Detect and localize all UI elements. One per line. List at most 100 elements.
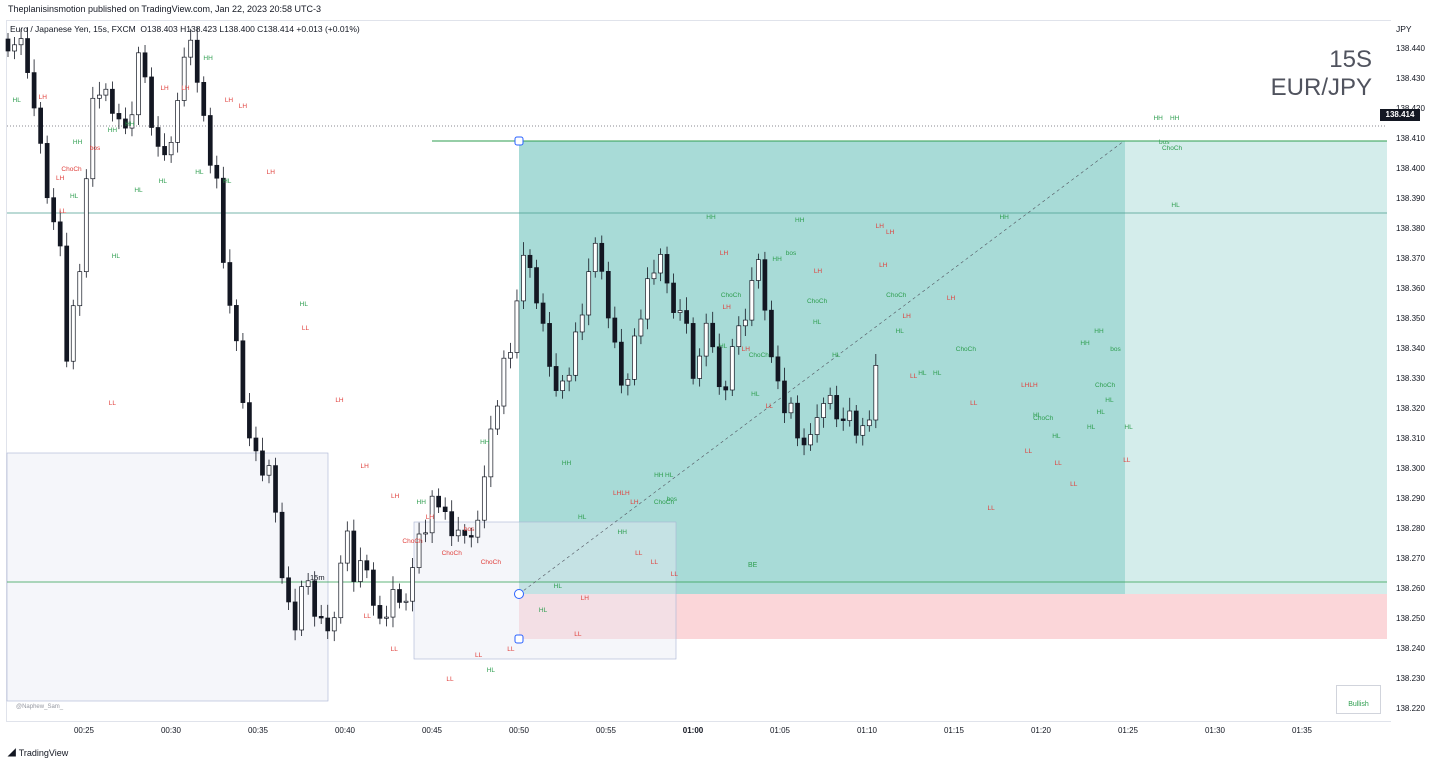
structure-label-choch: ChoCh <box>402 538 423 545</box>
candle-body <box>462 529 468 536</box>
target-zone-extension <box>1125 141 1387 594</box>
candle-body <box>742 319 748 327</box>
structure-label-ll: LL <box>302 325 310 332</box>
candle-body <box>632 335 637 380</box>
structure-label-bos: bos <box>90 145 101 152</box>
candle-body <box>658 254 663 274</box>
structure-label-ll: LL <box>109 400 117 407</box>
structure-label-choch: ChoCh <box>1162 145 1183 152</box>
candle-body <box>90 97 96 180</box>
y-tick-label: 138.400 <box>1396 164 1425 173</box>
candle-body <box>788 402 794 414</box>
structure-label-ll: LL <box>364 613 372 620</box>
x-tick-label: 01:30 <box>1205 726 1226 735</box>
tradingview-logo[interactable]: ◢ TradingView <box>8 747 68 758</box>
symbol-name: Euro / Japanese Yen, 15s, FXCM <box>10 24 136 34</box>
structure-label-bos: bos <box>1159 139 1170 146</box>
candle-body <box>247 402 252 439</box>
structure-label-hh: HH <box>618 529 628 536</box>
symbol-watermark: 15S EUR/JPY <box>1271 46 1372 102</box>
candle-body <box>645 278 650 320</box>
candle-body <box>521 254 526 302</box>
y-tick-label: 138.410 <box>1396 134 1425 143</box>
candle-body <box>351 530 357 582</box>
candle-body <box>638 318 644 337</box>
candle-body <box>573 331 579 376</box>
candle-body <box>83 178 89 273</box>
structure-label-hl: HL <box>487 667 496 674</box>
candle-body <box>168 142 174 156</box>
structure-label-lh: LH <box>903 313 912 320</box>
x-tick-label: 01:00 <box>683 726 704 735</box>
structure-label-lh: LH <box>876 223 885 230</box>
candle-body <box>429 495 435 534</box>
x-tick-label: 00:50 <box>509 726 530 735</box>
structure-label-ll: LL <box>970 400 978 407</box>
trade-handle <box>514 136 524 146</box>
candle-body <box>605 271 611 319</box>
candle-body <box>253 437 259 452</box>
structure-label-hl: HL <box>1052 433 1061 440</box>
structure-label-ll: LL <box>1054 460 1062 467</box>
structure-label-lh: LH <box>239 103 248 110</box>
candle-body <box>155 127 161 147</box>
candle-body <box>397 589 402 603</box>
candle-body <box>736 325 742 347</box>
structure-label-hh: HH <box>562 460 572 467</box>
x-tick-label: 01:05 <box>770 726 791 735</box>
structure-label-hl: HL <box>554 583 563 590</box>
structure-label-choch: ChoCh <box>654 499 675 506</box>
candle-body <box>149 76 154 128</box>
candle-body <box>331 617 337 632</box>
candle-body <box>299 586 304 631</box>
candle-body <box>57 221 63 247</box>
candle-body <box>188 39 194 58</box>
structure-label-lh: LH <box>630 499 639 506</box>
breakeven-label: BE <box>748 562 758 569</box>
x-tick-label: 01:25 <box>1118 726 1139 735</box>
structure-label-bos: bos <box>786 250 797 257</box>
structure-label-bos: bos <box>667 496 678 503</box>
candle-body <box>710 322 716 348</box>
candle-body <box>96 94 102 99</box>
structure-label-lh: LH <box>886 229 895 236</box>
candle-body <box>103 88 109 96</box>
x-tick-label: 01:15 <box>944 726 965 735</box>
candle-body <box>266 465 272 476</box>
structure-label-hl: HL <box>918 370 927 377</box>
structure-label-hh: HH <box>1153 115 1163 122</box>
tradingview-logo-text: TradingView <box>18 747 69 758</box>
y-tick-label: 138.290 <box>1396 494 1425 503</box>
stop-zone <box>519 594 1387 639</box>
structure-label-bos: bos <box>464 526 475 533</box>
structure-label-hh: HH <box>1170 115 1180 122</box>
candle-body <box>514 300 520 353</box>
structure-label-hl: HL <box>1171 202 1180 209</box>
structure-label-lh: LH <box>160 85 169 92</box>
candle-body <box>664 254 670 284</box>
candle-body <box>305 580 311 587</box>
x-tick-label: 00:55 <box>596 726 617 735</box>
candle-body <box>70 305 76 362</box>
structure-label-ll: LL <box>635 550 643 557</box>
structure-label-hh: HH <box>203 55 213 62</box>
x-tick-label: 00:25 <box>74 726 95 735</box>
structure-label-choch: ChoCh <box>721 292 742 299</box>
chart-pane[interactable] <box>6 20 1391 722</box>
candle-body <box>821 403 826 418</box>
y-tick-label: 138.390 <box>1396 194 1425 203</box>
candle-body <box>762 259 768 311</box>
candle-body <box>586 271 592 316</box>
x-tick-label: 01:35 <box>1292 726 1313 735</box>
candle-body <box>566 374 572 382</box>
structure-label-hh: HH <box>1080 340 1090 347</box>
structure-label-choch: ChoCh <box>956 346 977 353</box>
candle-body <box>423 532 428 535</box>
symbol-legend: Euro / Japanese Yen, 15s, FXCM O138.403 … <box>10 24 360 34</box>
tradingview-icon: ◢ <box>8 747 16 758</box>
structure-label-hh: HH <box>417 499 427 506</box>
watermark-timeframe: 15S <box>1329 46 1372 73</box>
structure-label-ll: LL <box>651 559 659 566</box>
structure-label-hl: HL <box>751 391 760 398</box>
